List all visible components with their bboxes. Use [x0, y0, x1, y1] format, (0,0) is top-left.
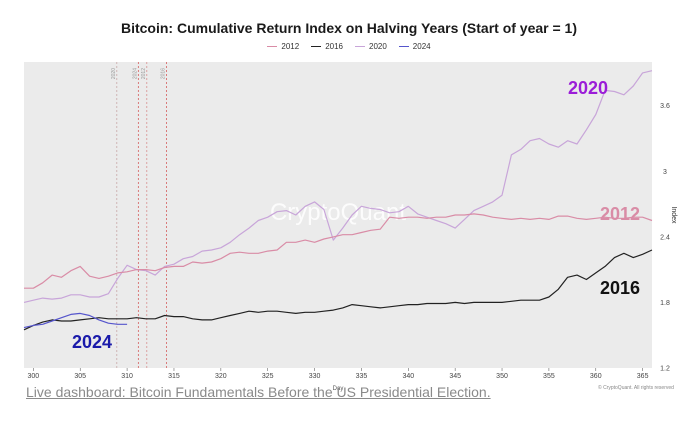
- x-tick-label-365: 365: [637, 373, 649, 380]
- copyright-credit: © CryptoQuant. All rights reserved: [598, 385, 674, 391]
- legend-label-2016: 2016: [325, 42, 343, 51]
- x-tick-label-300: 300: [28, 373, 40, 380]
- legend-item-2016: 2016: [311, 42, 343, 51]
- dashboard-link[interactable]: Live dashboard: Bitcoin Fundamentals Bef…: [26, 384, 491, 400]
- legend-swatch-2024: [398, 46, 409, 48]
- x-axis-ticks: 300 305 310 315 320 325 330 335 340 345 350 355 360 3…: [28, 368, 649, 380]
- x-axis-label: Day: [333, 386, 344, 392]
- halving-markers: 2020 2024 2012 2016: [111, 62, 167, 368]
- y-axis-ticks: 1.2 1.8 2.4 3 3.6: [660, 103, 670, 372]
- chart-legend: 2012 2016 2020 2024: [0, 42, 698, 51]
- series-end-label-2016: 2016: [600, 278, 640, 298]
- series-end-label-2020: 2020: [568, 78, 608, 98]
- halving-marker-label-2016: 2016: [160, 68, 166, 79]
- chart-title: Bitcoin: Cumulative Return Index on Halv…: [120, 20, 578, 36]
- y-axis-label: Index: [670, 206, 677, 224]
- y-tick-label-2.4: 2.4: [660, 234, 670, 241]
- legend-swatch-2020: [355, 46, 365, 48]
- legend-label-2012: 2012: [281, 42, 300, 51]
- legend-item-2012: 2012: [267, 42, 299, 51]
- x-tick-label-355: 355: [543, 373, 555, 380]
- x-tick-label-330: 330: [309, 373, 321, 380]
- x-tick-label-325: 325: [262, 373, 274, 380]
- halving-marker-label-2024: 2024: [132, 68, 138, 79]
- plot-background: [24, 62, 652, 368]
- x-tick-label-360: 360: [590, 373, 602, 380]
- legend-label-2024: 2024: [412, 42, 431, 51]
- x-tick-label-305: 305: [74, 373, 86, 380]
- legend-swatch-2012: [267, 46, 278, 48]
- series-line-2020: [23, 70, 653, 303]
- series-line-2016: [23, 249, 653, 331]
- legend-swatch-2016: [311, 46, 322, 48]
- x-tick-label-320: 320: [215, 373, 227, 380]
- x-tick-label-340: 340: [402, 373, 414, 380]
- series-end-label-2012: 2012: [600, 204, 640, 224]
- legend-label-2020: 2020: [369, 42, 387, 51]
- legend-item-2020: 2020: [355, 42, 387, 51]
- halving-marker-label-2012: 2012: [141, 68, 147, 79]
- series-end-labels: 2012 2016 2020 2024: [72, 78, 640, 352]
- series-lines: [23, 70, 653, 331]
- x-tick-label-315: 315: [168, 373, 180, 380]
- x-tick-label-345: 345: [449, 373, 461, 380]
- series-end-label-2024: 2024: [72, 332, 112, 352]
- x-tick-label-335: 335: [356, 373, 368, 380]
- series-line-2012: [24, 213, 653, 289]
- series-line-2024: [23, 312, 128, 329]
- watermark: CryptoQuant: [270, 199, 406, 226]
- halving-marker-label-2020: 2020: [111, 68, 117, 79]
- y-tick-label-3.6: 3.6: [660, 103, 670, 110]
- y-tick-label-3: 3: [663, 169, 667, 176]
- x-tick-label-350: 350: [496, 373, 508, 380]
- x-tick-label-310: 310: [121, 373, 133, 380]
- y-tick-label-1.2: 1.2: [660, 366, 670, 373]
- y-tick-label-1.8: 1.8: [660, 300, 670, 307]
- legend-item-2024: 2024: [398, 42, 431, 51]
